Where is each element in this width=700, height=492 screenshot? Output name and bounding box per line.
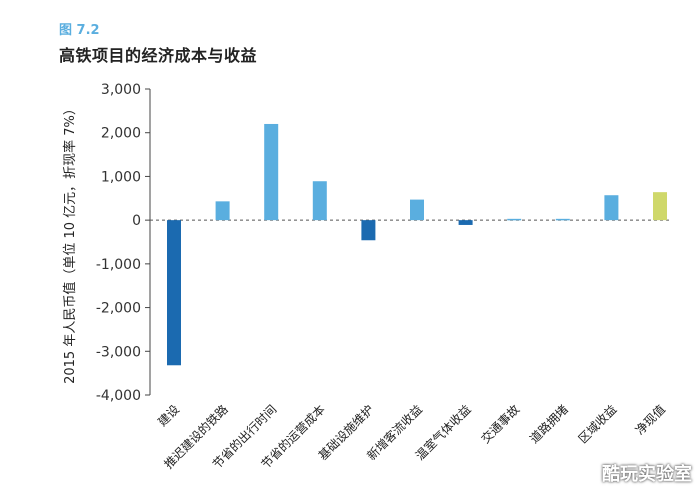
bars bbox=[167, 123, 667, 366]
bar bbox=[653, 192, 667, 221]
category-labels: 建设推迟建设的铁路节省的出行时间节省的运营成本基础设施维护新增客流收益温室气体收… bbox=[155, 402, 668, 472]
y-axis-label: 2015 年人民币值（单位 10 亿元，折现率 7%） bbox=[62, 102, 78, 384]
y-tick-label: 2,000 bbox=[101, 126, 141, 142]
bar bbox=[167, 220, 181, 366]
y-tick-label: -3,000 bbox=[96, 344, 141, 360]
bar bbox=[361, 220, 376, 241]
y-tick-label: -1,000 bbox=[96, 257, 141, 273]
bar bbox=[312, 181, 327, 221]
x-category-label: 道路拥堵 bbox=[526, 402, 571, 447]
bar bbox=[410, 199, 424, 221]
x-category-label: 建设 bbox=[155, 402, 182, 429]
bar bbox=[507, 218, 522, 221]
y-tick-label: -2,000 bbox=[96, 301, 141, 317]
figure-label: 图 7.2 bbox=[59, 23, 100, 38]
bar bbox=[215, 201, 230, 221]
y-tick-label: 3,000 bbox=[101, 82, 141, 98]
bar bbox=[458, 220, 473, 225]
y-axis: 3,000 2,000 1,000 0 -1,000 -2,000 -3,000 -4,000 bbox=[96, 82, 670, 404]
y-tick-label: 1,000 bbox=[101, 169, 141, 185]
x-category-label: 区域收益 bbox=[576, 402, 620, 446]
x-category-label: 交通事故 bbox=[478, 402, 523, 447]
watermark: 酷玩实验室 bbox=[602, 464, 692, 485]
bar bbox=[264, 123, 279, 221]
bar bbox=[555, 218, 570, 221]
x-category-label: 净现值 bbox=[632, 402, 668, 438]
y-tick-label: -4,000 bbox=[96, 388, 141, 404]
bar bbox=[604, 195, 619, 221]
chart-title: 高铁项目的经济成本与收益 bbox=[59, 46, 258, 65]
y-tick-label: 0 bbox=[132, 213, 141, 229]
